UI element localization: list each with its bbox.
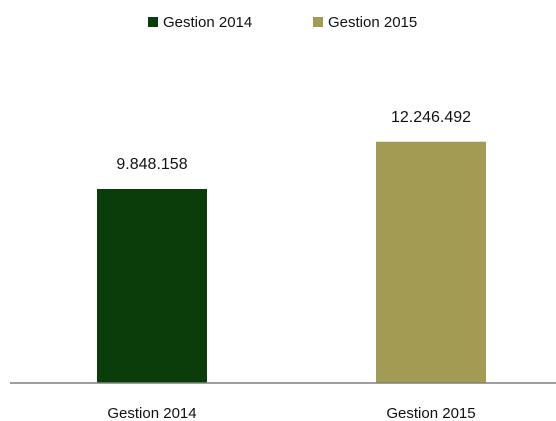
x-tick-label-2: Gestion 2015 [386, 405, 475, 421]
bar-2 [376, 141, 486, 383]
x-tick-label-1: Gestion 2014 [107, 405, 196, 421]
bar-1 [97, 189, 207, 383]
data-label-2: 12.246.492 [391, 109, 471, 126]
bars [97, 141, 486, 383]
legend-swatch-1 [148, 17, 158, 27]
x-axis-tick-labels: Gestion 2014 Gestion 2015 [107, 405, 475, 421]
legend: Gestion 2014 Gestion 2015 [148, 14, 417, 31]
legend-label-2: Gestion 2015 [328, 14, 417, 31]
legend-label-1: Gestion 2014 [163, 14, 252, 31]
data-labels: 9.848.158 12.246.492 [116, 109, 471, 173]
legend-swatch-2 [313, 17, 323, 27]
data-label-1: 9.848.158 [116, 156, 187, 173]
